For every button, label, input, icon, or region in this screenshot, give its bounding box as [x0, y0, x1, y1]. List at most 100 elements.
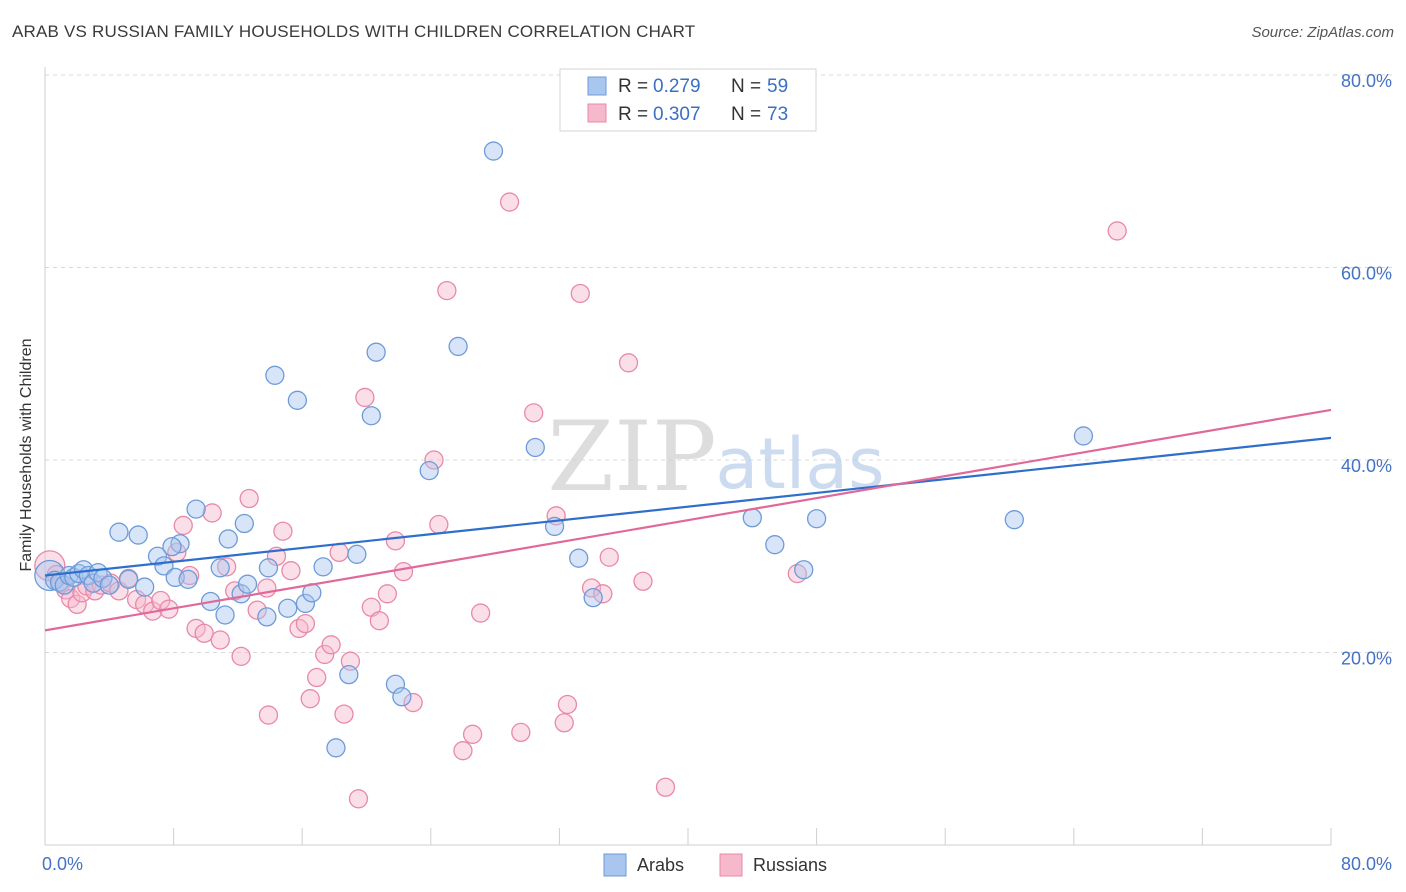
point-arabs — [147, 546, 168, 566]
legend-r-label-russians: R = — [618, 104, 648, 125]
point-russians — [67, 594, 87, 615]
point-arabs — [128, 525, 148, 545]
legend-r-value-russians: 0.307 — [653, 104, 701, 125]
point-arabs — [392, 687, 412, 707]
point-russians — [210, 630, 230, 650]
legend-swatch-arabs — [587, 76, 607, 96]
point-arabs — [525, 437, 545, 458]
trend-lines — [44, 408, 1332, 632]
chart-title: ARAB VS RUSSIAN FAMILY HOUSEHOLDS WITH C… — [12, 22, 696, 41]
point-russians — [437, 280, 457, 301]
point-russians — [554, 713, 574, 733]
point-russians — [557, 694, 578, 715]
point-arabs — [118, 569, 139, 589]
point-russians — [633, 571, 653, 591]
point-arabs — [287, 390, 308, 410]
point-russians — [581, 578, 602, 598]
bottom-legend-swatch-russians — [719, 853, 743, 877]
bottom-legend: Arabs Russians — [603, 853, 827, 877]
tick-labels: 20.0% 40.0% 60.0% 80.0% 0.0% 80.0% — [42, 71, 1392, 874]
point-arabs — [135, 577, 155, 597]
point-russians — [329, 542, 349, 563]
point-russians — [499, 192, 520, 212]
y-tick-label: 60.0% — [1341, 264, 1392, 284]
point-russians — [295, 613, 316, 634]
point-russians — [570, 283, 590, 304]
point-arabs — [569, 548, 589, 568]
point-russians — [315, 644, 335, 665]
point-arabs — [162, 536, 182, 557]
point-arabs — [448, 336, 468, 357]
bottom-legend-label-arabs: Arabs — [637, 855, 684, 875]
point-russians — [91, 575, 111, 595]
y-tick-label: 80.0% — [1341, 71, 1392, 91]
point-russians — [377, 584, 398, 604]
point-russians — [453, 741, 473, 761]
point-arabs — [265, 365, 285, 385]
y-tick-label: 20.0% — [1341, 649, 1392, 669]
point-russians — [599, 547, 619, 567]
point-arabs — [366, 342, 386, 362]
point-arabs — [257, 607, 277, 627]
legend-n-label-russians: N = — [731, 104, 761, 125]
point-arabs — [483, 141, 504, 161]
point-russians — [403, 692, 423, 713]
point-russians — [202, 503, 222, 523]
point-russians — [334, 704, 354, 724]
legend: R = 0.279 N = 59 R = 0.307 N = 73 — [559, 68, 817, 132]
point-russians — [369, 611, 390, 631]
point-russians — [273, 521, 293, 541]
point-russians — [618, 353, 639, 373]
point-russians — [281, 561, 301, 581]
point-arabs — [295, 593, 316, 614]
x-tick-label-min: 0.0% — [42, 854, 83, 874]
point-arabs — [210, 558, 230, 578]
point-arabs — [361, 406, 381, 426]
point-russians — [385, 531, 406, 551]
legend-n-value-russians: 73 — [767, 104, 788, 125]
point-russians — [655, 777, 676, 797]
point-arabs — [806, 509, 827, 529]
point-russians — [593, 584, 613, 604]
grid-lines — [45, 74, 1392, 653]
point-arabs — [83, 573, 103, 593]
point-arabs — [1073, 426, 1094, 446]
point-russians — [355, 387, 375, 408]
legend-r-label-arabs: R = — [618, 76, 648, 97]
point-russians — [511, 722, 531, 743]
point-arabs — [258, 558, 279, 578]
point-russians — [231, 646, 251, 666]
series-russians-points — [34, 192, 1127, 809]
point-russians — [1107, 221, 1127, 241]
point-arabs — [347, 544, 367, 564]
trend-line-arabs — [44, 436, 1332, 577]
point-russians — [321, 635, 341, 655]
legend-n-label-arabs: N = — [731, 76, 761, 97]
point-arabs — [178, 569, 198, 589]
point-russians — [524, 403, 544, 423]
bottom-legend-label-russians: Russians — [753, 855, 827, 875]
point-arabs — [234, 513, 254, 534]
source-credit: Source: ZipAtlas.com — [1251, 24, 1394, 41]
point-arabs — [583, 587, 603, 608]
point-arabs — [218, 529, 238, 549]
y-tick-label: 40.0% — [1341, 456, 1392, 476]
point-arabs — [419, 460, 439, 481]
point-russians — [393, 562, 414, 582]
point-arabs — [794, 560, 814, 580]
point-arabs — [54, 575, 74, 595]
point-russians — [470, 603, 491, 623]
point-arabs — [326, 738, 346, 758]
point-russians — [239, 488, 259, 509]
point-arabs — [313, 557, 333, 577]
point-arabs — [186, 499, 206, 519]
point-russians — [173, 515, 193, 536]
point-russians — [462, 724, 483, 744]
point-russians — [424, 450, 444, 470]
legend-n-value-arabs: 59 — [767, 76, 788, 97]
point-arabs — [237, 574, 258, 594]
point-arabs — [385, 674, 406, 694]
x-tick-label-max: 80.0% — [1341, 854, 1392, 874]
point-arabs — [339, 664, 359, 685]
watermark-atlas: atlas — [715, 423, 884, 505]
